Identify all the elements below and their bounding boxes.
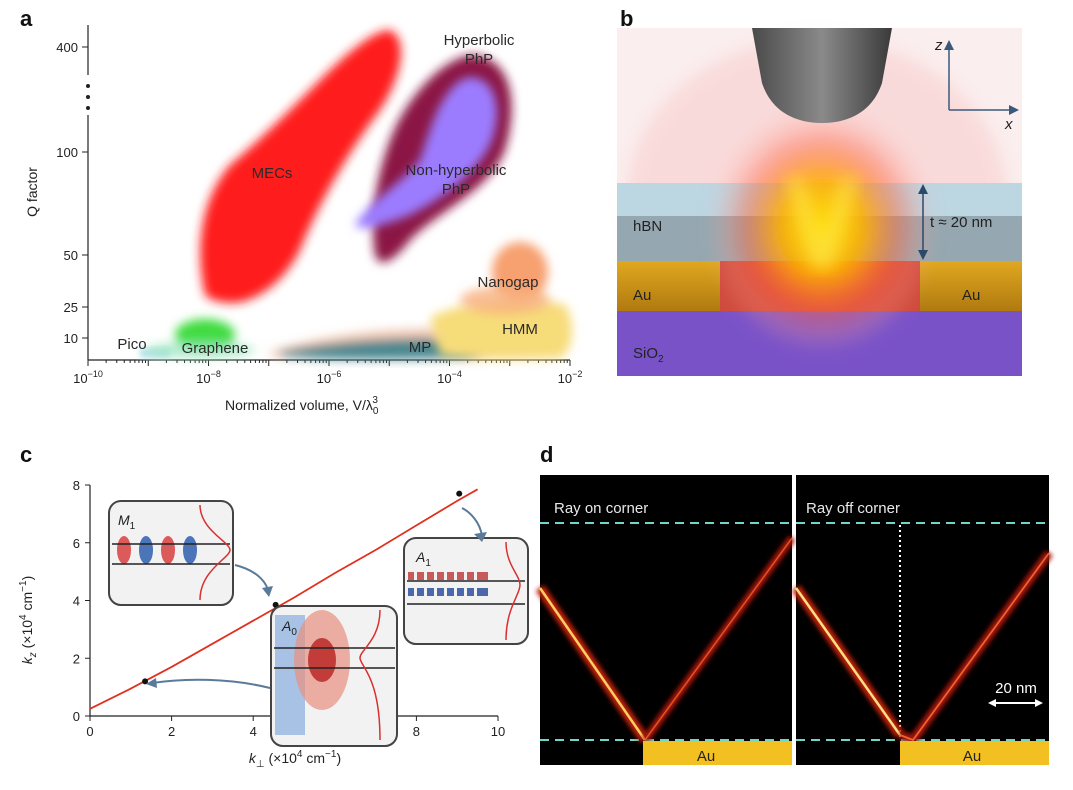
xtick-c: 8 <box>413 724 420 739</box>
sio2-label: SiO2 <box>633 345 664 365</box>
hbn-label: hBN <box>633 218 662 235</box>
ytick-c: 6 <box>73 536 80 551</box>
ytick-a: 10 <box>64 331 78 346</box>
region-graphene <box>145 319 255 358</box>
afm-tip <box>752 28 892 123</box>
frame-ray-on-corner: Ray on corner Au <box>535 475 796 765</box>
inset-m1: M1 <box>108 500 234 606</box>
frame-ray-off-corner: Ray off corner Au 20 nm <box>791 475 1053 765</box>
thickness-label: t ≈ 20 nm <box>930 214 992 231</box>
inset-m1-label: M1 <box>118 512 136 532</box>
xtick-a: 10−4 <box>437 369 462 386</box>
inset-a0: A0 <box>270 605 398 747</box>
label-nonhyperbolic-1: Non-hyperbolic <box>406 162 507 179</box>
axis-z-label: z <box>934 37 943 54</box>
title-ray-on-corner: Ray on corner <box>554 500 648 517</box>
au-strip-right <box>900 741 1049 765</box>
au-left-label: Au <box>633 287 651 304</box>
label-mecs: MECs <box>252 165 293 182</box>
panel-c-letter: c <box>20 442 33 467</box>
label-mp: MP <box>409 339 432 356</box>
inset-a1: A1 <box>403 537 529 645</box>
region-nanogap <box>460 242 550 314</box>
label-hyperbolic-2: PhP <box>465 51 493 68</box>
dispersion-line <box>89 488 479 710</box>
marked-point <box>456 490 463 497</box>
label-pico: Pico <box>117 336 146 353</box>
ytick-a: 50 <box>64 248 78 263</box>
axis-x-label: x <box>1004 116 1013 133</box>
ytick-c: 8 <box>73 478 80 493</box>
title-ray-off-corner: Ray off corner <box>806 500 900 517</box>
panel-d-letter: d <box>540 442 554 467</box>
panel-b-letter: b <box>620 6 634 31</box>
xtick-a: 10−6 <box>317 369 342 386</box>
xlabel-a: Normalized volume, V/λ03 <box>225 395 379 417</box>
au-label-d-left: Au <box>697 748 715 765</box>
x-ticks-a: 10−10 10−8 10−6 10−4 10−2 <box>73 360 582 386</box>
ytick-a: 100 <box>56 145 78 160</box>
xtick-c: 0 <box>86 724 93 739</box>
label-hmm: HMM <box>502 321 538 338</box>
ytick-a: 25 <box>64 300 78 315</box>
label-nanogap: Nanogap <box>478 274 539 291</box>
au-right-block <box>920 261 1022 311</box>
region-hmm <box>430 299 572 360</box>
inset-a0-label: A0 <box>281 618 297 638</box>
ytick-c: 4 <box>73 594 80 609</box>
xtick-c: 2 <box>168 724 175 739</box>
label-nonhyperbolic-2: PhP <box>442 181 470 198</box>
panel-c-chart: 024681002468 M1 A0 <box>18 478 529 770</box>
xtick-c: 10 <box>491 724 505 739</box>
ylabel-c: kz (×104 cm−1) <box>18 576 39 665</box>
label-hyperbolic-1: Hyperbolic <box>444 32 515 49</box>
xtick-a: 10−8 <box>196 369 221 386</box>
panel-d-simulation: Ray on corner Au Ray off corner Au 20 nm <box>535 475 1053 765</box>
xtick-c: 4 <box>250 724 257 739</box>
au-label-d-right: Au <box>963 748 981 765</box>
xtick-a: 10−10 <box>73 369 103 386</box>
ytick-c: 2 <box>73 651 80 666</box>
xtick-a: 10−2 <box>558 369 583 386</box>
panel-a-letter: a <box>20 6 33 31</box>
panel-a-plot: 400 100 50 25 10 10−10 10−8 10−6 10−4 10−2 M… <box>24 25 582 417</box>
au-right-label: Au <box>962 287 980 304</box>
inset-a1-label: A1 <box>415 549 431 569</box>
marked-point <box>272 601 279 608</box>
scale-bar-label: 20 nm <box>995 680 1037 697</box>
xlabel-c: k⊥ (×104 cm−1) <box>249 749 341 770</box>
ytick-a: 400 <box>56 40 78 55</box>
region-nonhyperbolic <box>355 77 497 228</box>
au-strip-left <box>643 741 792 765</box>
marked-point <box>142 678 149 685</box>
label-graphene: Graphene <box>182 340 249 357</box>
panel-b-illustration: z x t ≈ 20 nm hBN Au Au SiO2 <box>617 28 1022 376</box>
region-mecs <box>200 30 401 303</box>
ylabel-a: Q factor <box>24 167 40 217</box>
au-left-block <box>617 261 720 311</box>
y-ticks-a: 400 100 50 25 10 <box>56 40 88 346</box>
ytick-c: 0 <box>73 709 80 724</box>
